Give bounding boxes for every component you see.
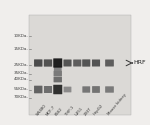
Text: SW480: SW480 (35, 103, 47, 116)
FancyBboxPatch shape (54, 66, 62, 71)
Bar (29, 15, 131, 115)
FancyBboxPatch shape (64, 87, 71, 92)
Text: 25KDa-: 25KDa- (14, 63, 28, 67)
Text: 293T: 293T (83, 106, 93, 116)
Text: U251: U251 (74, 106, 84, 116)
Text: THP-1: THP-1 (64, 105, 75, 116)
FancyBboxPatch shape (105, 60, 114, 66)
FancyBboxPatch shape (82, 59, 90, 67)
Text: 40KDa-: 40KDa- (14, 78, 28, 82)
FancyBboxPatch shape (82, 86, 90, 93)
Text: 55KDa-: 55KDa- (14, 88, 28, 92)
Text: 15KDa-: 15KDa- (14, 47, 28, 51)
FancyBboxPatch shape (54, 71, 62, 76)
FancyBboxPatch shape (44, 59, 52, 67)
FancyBboxPatch shape (34, 86, 42, 93)
Text: Mouse kidney: Mouse kidney (106, 93, 127, 116)
Text: 10KDa-: 10KDa- (14, 34, 28, 38)
FancyBboxPatch shape (92, 86, 100, 93)
Text: K562: K562 (55, 106, 64, 116)
FancyBboxPatch shape (73, 60, 81, 66)
Text: HRF: HRF (134, 60, 146, 66)
Text: 35KDa-: 35KDa- (14, 72, 28, 76)
FancyBboxPatch shape (53, 58, 62, 68)
Text: HepG2: HepG2 (93, 103, 105, 116)
FancyBboxPatch shape (34, 59, 42, 67)
FancyBboxPatch shape (92, 60, 100, 66)
FancyBboxPatch shape (53, 85, 62, 94)
FancyBboxPatch shape (44, 86, 52, 93)
FancyBboxPatch shape (105, 86, 114, 93)
Text: MCF-7: MCF-7 (45, 104, 56, 116)
Text: 70KDa-: 70KDa- (14, 96, 28, 100)
FancyBboxPatch shape (63, 60, 72, 66)
FancyBboxPatch shape (54, 77, 62, 82)
